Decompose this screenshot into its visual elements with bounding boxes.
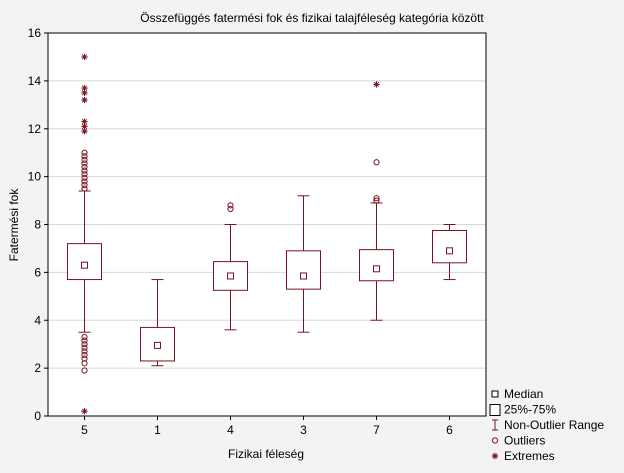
legend-label: Outliers [504, 434, 545, 448]
extreme-point [81, 118, 88, 125]
iqr-box [359, 249, 394, 282]
legend: Median 25%-75%Non-Outlier Range OutliersEx… [489, 387, 604, 463]
legend-extreme-symbol [491, 452, 499, 460]
x-tick-label: 4 [227, 423, 234, 437]
outlier-point [81, 181, 88, 189]
outlier-point [81, 337, 88, 344]
extreme-point [373, 81, 380, 88]
y-tick-label: 14 [28, 74, 42, 88]
outlier-point [227, 205, 234, 213]
iqr-box [67, 243, 102, 281]
median-marker [446, 247, 453, 255]
plot-frame [47, 32, 487, 417]
median-marker [227, 272, 234, 280]
y-tick-label: 2 [34, 361, 41, 375]
outlier-point [81, 355, 88, 362]
x-tick-label: 5 [81, 423, 88, 437]
extreme-point [81, 84, 88, 92]
outlier-point [81, 333, 88, 341]
x-tick-label: 6 [446, 423, 453, 437]
outlier-point [81, 351, 88, 359]
y-tick-label: 16 [28, 26, 42, 40]
outlier-point [81, 163, 88, 171]
y-tick-label: 8 [34, 218, 41, 232]
box-group-7 [359, 81, 394, 321]
legend-label: 25%-75% [504, 403, 556, 417]
box-group-4 [213, 202, 248, 331]
x-axis-label: Fizikai féleség [228, 447, 304, 461]
outlier-point [81, 153, 88, 160]
x-tick-label: 1 [154, 423, 161, 437]
outlier-point [81, 341, 88, 348]
x-tick-label: 3 [300, 423, 307, 437]
outlier-point [81, 174, 88, 181]
outlier-point [81, 367, 88, 374]
legend-label: Non-Outlier Range [504, 418, 604, 432]
legend-item-extreme: Extremes [491, 449, 555, 463]
outlier-point [81, 185, 88, 192]
legend-whisker-symbol [492, 419, 498, 431]
legend-item-whisker: Non-Outlier Range [492, 418, 604, 432]
outlier-point [373, 159, 380, 166]
legend-outlier-symbol [491, 437, 499, 444]
outlier-point [81, 178, 88, 185]
outlier-point [81, 156, 88, 163]
outlier-point [373, 197, 380, 204]
legend-median-symbol [491, 390, 499, 398]
outlier-point [81, 149, 88, 156]
outlier-point [81, 167, 88, 174]
legend-item-median: Median [491, 387, 543, 401]
outlier-point [81, 344, 88, 351]
x-tick-label: 7 [373, 423, 380, 437]
box-group-5 [67, 53, 102, 415]
legend-label: Median [504, 387, 543, 401]
legend-item-box: 25%-75% [489, 403, 556, 417]
iqr-box [432, 229, 467, 264]
legend-item-outlier: Outliers [491, 434, 545, 448]
extreme-point [81, 408, 88, 415]
iqr-box [286, 250, 321, 290]
outlier-point [81, 348, 88, 355]
chart-title: Összefüggés fatermési fok és fizikai tal… [140, 11, 484, 25]
box-group-1 [140, 279, 175, 367]
box-group-6 [432, 224, 467, 281]
outlier-point [81, 160, 88, 167]
y-axis-label: Fatermési fok [7, 188, 21, 262]
median-marker [300, 272, 307, 280]
extreme-point [81, 96, 88, 104]
extreme-point [81, 53, 88, 61]
y-tick-label: 6 [34, 265, 41, 279]
y-tick-label: 4 [34, 313, 41, 327]
median-marker [373, 265, 380, 273]
outlier-point [227, 202, 234, 209]
outlier-point [373, 195, 380, 202]
median-marker [154, 341, 161, 349]
legend-label: Extremes [504, 449, 555, 463]
legend-box-symbol [489, 404, 501, 416]
median-marker [81, 261, 88, 269]
y-tick-label: 12 [28, 122, 42, 136]
y-tick-label: 0 [34, 409, 41, 423]
y-tick-label: 10 [28, 170, 42, 184]
outlier-point [81, 171, 88, 178]
box-group-3 [286, 195, 321, 333]
